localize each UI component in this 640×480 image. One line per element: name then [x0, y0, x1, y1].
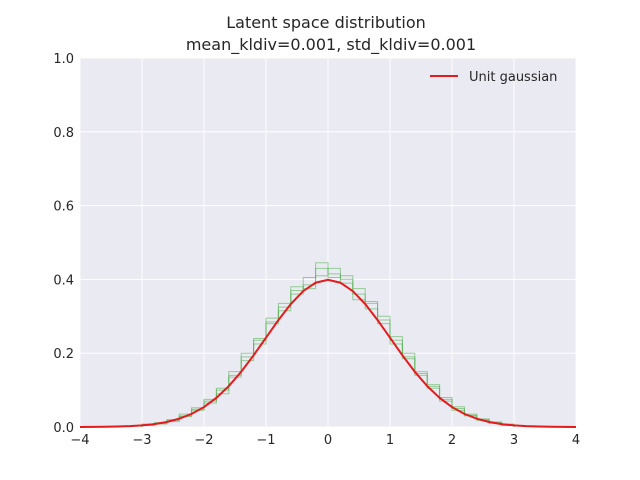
x-tick-label: −2 — [194, 433, 213, 448]
y-tick-label: 0.2 — [53, 347, 74, 362]
chart-title: Latent space distribution — [226, 13, 426, 32]
y-tick-label: 1.0 — [53, 52, 74, 67]
y-tick-label: 0.6 — [53, 200, 74, 215]
chart-subtitle: mean_kldiv=0.001, std_kldiv=0.001 — [186, 35, 476, 55]
x-tick-label: 3 — [510, 433, 518, 448]
x-tick-label: −3 — [132, 433, 151, 448]
gaussian-line — [79, 278, 577, 428]
legend-label: Unit gaussian — [469, 70, 557, 85]
x-tick-label: 1 — [386, 433, 394, 448]
y-tick-label: 0.0 — [53, 421, 74, 436]
y-tick-label: 0.8 — [53, 126, 74, 141]
grid-lines — [79, 57, 577, 428]
x-tick-label: 4 — [572, 433, 580, 448]
y-tick-label: 0.4 — [53, 273, 74, 288]
legend: Unit gaussian — [430, 70, 557, 85]
line-group — [79, 278, 577, 428]
y-tick-labels: 0.0 0.2 0.4 0.6 0.8 1.0 — [53, 52, 74, 436]
x-tick-labels: −4 −3 −2 −1 0 1 2 3 4 — [70, 433, 580, 448]
x-tick-label: −1 — [256, 433, 275, 448]
x-tick-label: 2 — [448, 433, 456, 448]
histogram-step — [141, 262, 515, 427]
x-tick-label: −4 — [70, 433, 89, 448]
x-tick-label: 0 — [324, 433, 332, 448]
